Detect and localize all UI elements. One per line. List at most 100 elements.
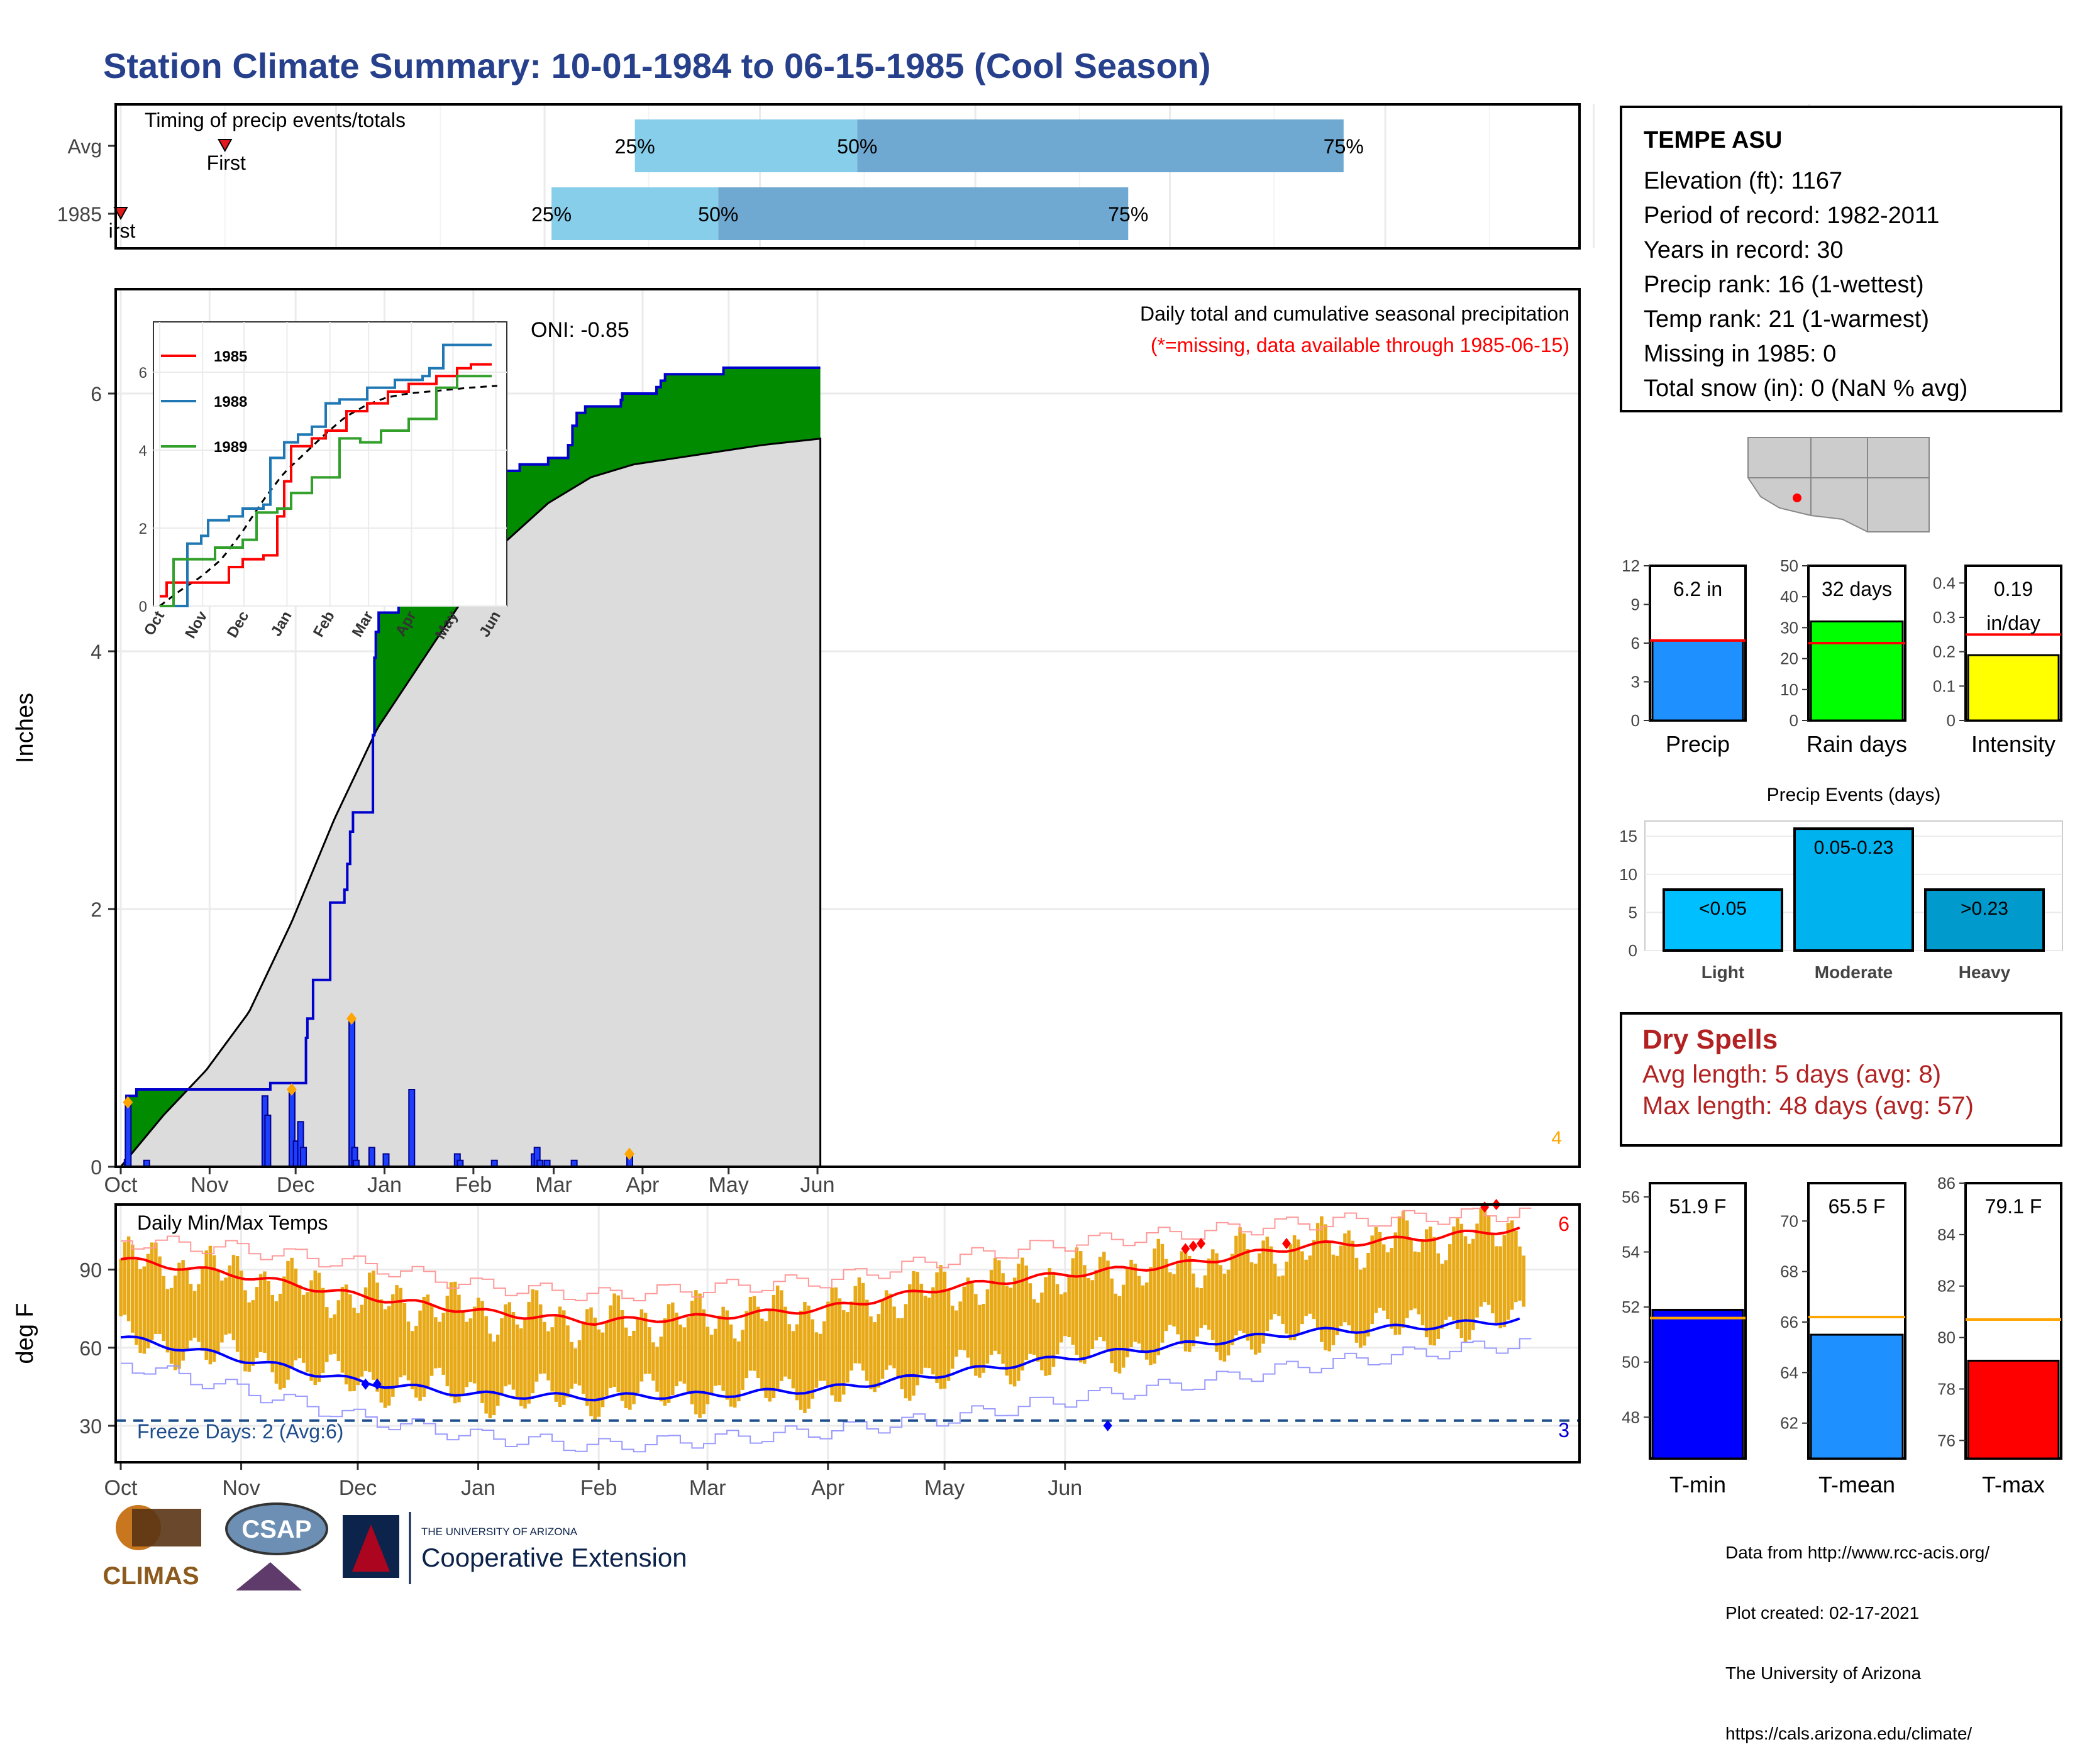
precip-xtick-label: Oct [104,1173,138,1194]
temps-daily-bar [1219,1265,1222,1360]
temps-daily-bar [605,1322,609,1396]
tempbar-ytick-label: 78 [1937,1379,1956,1398]
csap-logo-text: CSAP [241,1516,311,1543]
temps-daily-bar [154,1242,158,1334]
temps-daily-bar [1102,1252,1106,1342]
temps-daily-bar [1459,1223,1464,1338]
temps-daily-bar [597,1329,601,1417]
precip-missing-marker [286,1083,297,1096]
temps-daily-bar [562,1310,566,1405]
temps-daily-bar [538,1304,543,1374]
temps-daily-bar [1315,1223,1320,1330]
temps-daily-bar [1083,1265,1087,1364]
temps-daily-bar [970,1281,974,1368]
temps-daily-bar [294,1268,298,1360]
temps-daily-bar [616,1295,621,1392]
temps-daily-bar [406,1321,411,1381]
temps-daily-bar [531,1289,535,1394]
temps-xtick-label: Feb [580,1476,617,1500]
temps-daily-bar [1071,1258,1075,1345]
temps-cold-marker [372,1378,382,1390]
temps-daily-bar [752,1296,756,1371]
temps-daily-bar [1106,1260,1110,1352]
temps-daily-bar [1401,1211,1405,1328]
temps-daily-bar [775,1285,780,1390]
temps-daily-bar [1288,1244,1293,1340]
temps-xtick-label: Mar [689,1476,726,1500]
freeze-days-label: Freeze Days: 2 (Avg:6) [137,1420,343,1443]
dry-spells-avg: Avg length: 5 days (avg: 8) [1642,1061,1942,1088]
temps-daily-bar [951,1305,954,1369]
temps-daily-bar [830,1287,834,1396]
temps-daily-bar [954,1310,958,1357]
station-info-box: TEMPE ASU Elevation (ft): 1167 Period of… [1620,106,2062,412]
temps-daily-bar [620,1310,624,1401]
temps-daily-bar [216,1271,220,1353]
temps-daily-bar [1207,1258,1211,1330]
climas-logo-text: CLIMAS [102,1562,199,1590]
temps-daily-bar [228,1265,232,1334]
temps-daily-bar [1327,1241,1331,1352]
precip-missing-marker [624,1147,634,1160]
temps-daily-bar [1126,1269,1129,1358]
total-value-text: 6.2 in [1673,578,1722,600]
temps-daily-bar [235,1256,240,1352]
temps-daily-bar [1522,1255,1525,1307]
temps-daily-bar [484,1316,488,1414]
temps-daily-bar [449,1282,453,1397]
temps-daily-bar [869,1316,873,1390]
temps-daily-bar [468,1318,473,1382]
temps-daily-bar [240,1271,243,1364]
events-ytick-label: 0 [1629,941,1637,960]
temps-daily-bar [317,1272,321,1382]
temps-daily-bar [1032,1299,1036,1355]
temps-daily-bar [422,1296,426,1397]
station-name: TEMPE ASU [1644,127,1783,153]
temps-daily-bar [675,1313,678,1387]
temps-daily-bar [962,1286,966,1350]
temps-daily-bar [1098,1257,1102,1337]
temps-daily-bar [663,1318,667,1406]
state-map [1747,437,1930,532]
temps-daily-bar [966,1277,970,1358]
temps-daily-bar [1044,1277,1048,1376]
temps-daily-bar [1510,1220,1514,1310]
temps-daily-bar [609,1305,612,1388]
temps-xtick-label: Dec [339,1476,377,1500]
temps-daily-bar [480,1301,484,1403]
total-ytick-label: 0 [1631,711,1640,730]
temps-daily-bar [1413,1251,1417,1309]
temps-daily-bar [360,1304,364,1377]
temps-daily-bar [270,1294,275,1372]
dry-spells-title: Dry Spells [1642,1024,1778,1055]
precip-subtitle: Daily total and cumulative seasonal prec… [1140,302,1569,325]
temps-daily-bar [1424,1229,1429,1338]
temps-xtick-label: Jan [461,1476,495,1500]
temps-daily-bar [1114,1293,1118,1372]
temps-daily-bar [1417,1252,1421,1315]
timing-row-label: 1985 [57,203,102,226]
temps-daily-bar [495,1335,500,1406]
temps-daily-bar [1483,1204,1487,1303]
tempbar-ytick-label: 64 [1780,1363,1798,1382]
temps-daily-bar [477,1298,480,1392]
temps-daily-bar [593,1317,597,1421]
temps-daily-bar [402,1303,407,1375]
inset-series-line [160,343,492,607]
temps-daily-bar [841,1310,846,1395]
temps-daily-bar [1067,1277,1071,1337]
events-category-label: Moderate [1815,962,1893,982]
temps-daily-bar [1518,1246,1522,1301]
timing-bar-q50-q75 [857,119,1344,172]
temps-daily-bar [799,1310,803,1410]
tempbar-bar [1810,1333,1904,1460]
temps-daily-bar [1133,1264,1137,1342]
total-label: Rain days [1807,731,1907,757]
logos: CLIMAS CSAP THE UNIVERSITY OF ARIZONA Co… [102,1502,687,1590]
temps-xtick-label: Jun [1048,1476,1082,1500]
temps-daily-bar [1374,1227,1378,1313]
temps-heat-marker [1480,1201,1490,1213]
total-ytick-label: 20 [1780,649,1798,668]
total-ytick-label: 0 [1790,711,1798,730]
temps-daily-bar [748,1297,753,1371]
